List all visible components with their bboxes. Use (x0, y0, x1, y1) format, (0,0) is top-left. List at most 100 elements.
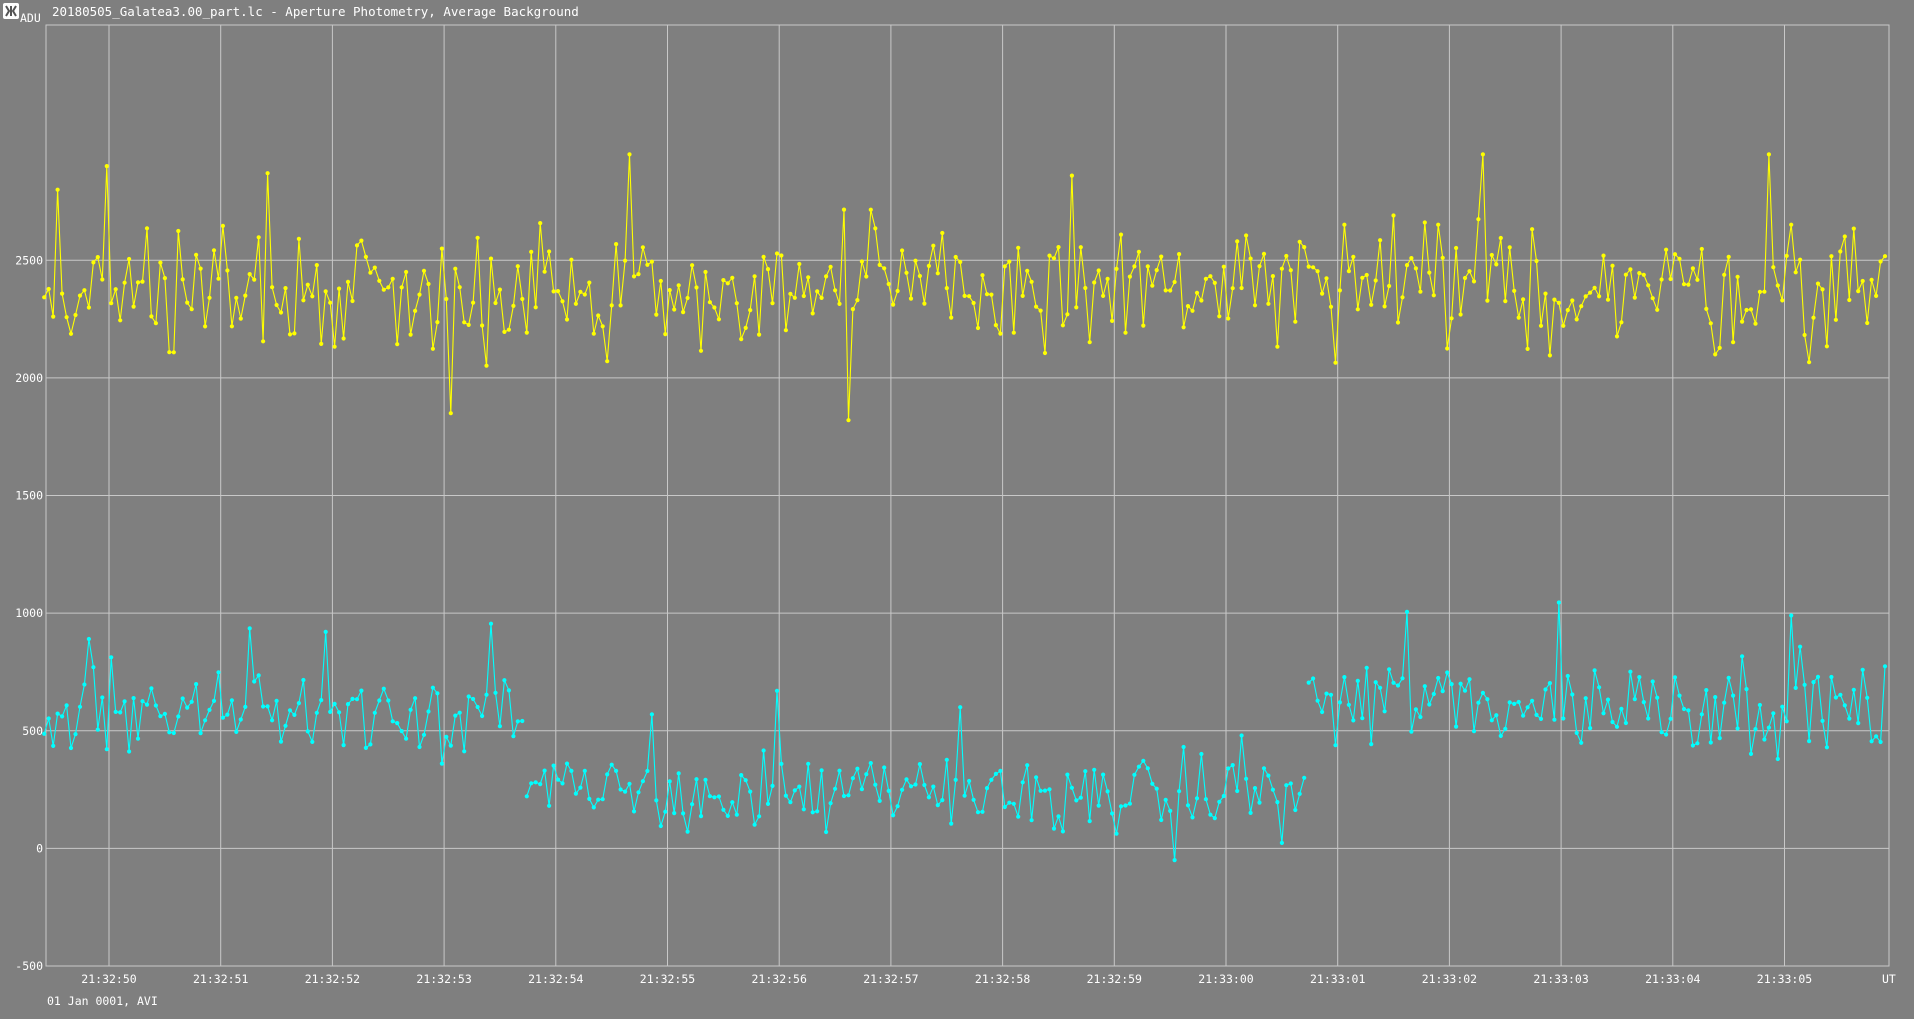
data-point (135, 280, 141, 285)
data-point (408, 332, 413, 337)
data-point (1543, 687, 1548, 692)
data-point (131, 304, 136, 309)
data-point (1395, 320, 1401, 325)
date-footer-label: 01 Jan 0001, AVI (47, 994, 158, 1008)
data-point (404, 269, 409, 275)
data-point (1574, 730, 1579, 736)
data-point (1677, 693, 1682, 698)
data-point (1114, 266, 1119, 271)
data-point (1748, 751, 1754, 757)
data-point (216, 670, 221, 675)
data-point (1874, 293, 1879, 298)
data-point (430, 346, 435, 351)
data-point (109, 655, 114, 660)
data-point (547, 803, 552, 808)
data-point (998, 331, 1003, 336)
data-point (1320, 709, 1325, 715)
data-point (1212, 816, 1217, 821)
data-point (1418, 714, 1423, 720)
data-point (1708, 740, 1713, 745)
data-point (953, 777, 958, 783)
data-point (627, 781, 632, 786)
data-point (171, 350, 176, 355)
data-point (1480, 690, 1485, 696)
series-2 (42, 600, 1888, 863)
data-point (703, 777, 708, 783)
data-point (1588, 726, 1593, 731)
data-point (734, 301, 739, 306)
data-point (466, 694, 471, 699)
data-point (1847, 297, 1852, 303)
data-point (439, 761, 444, 766)
data-point (91, 260, 96, 265)
data-point (596, 313, 601, 318)
data-point (448, 743, 453, 748)
data-point (1561, 323, 1566, 328)
data-point (198, 266, 203, 271)
data-point (627, 152, 632, 157)
data-point (1579, 304, 1584, 309)
data-point (1387, 283, 1392, 289)
data-point (1815, 674, 1821, 680)
data-point (1168, 808, 1173, 814)
data-point (1597, 294, 1602, 299)
data-point (1141, 758, 1146, 763)
data-point (971, 300, 976, 306)
data-point (82, 682, 87, 687)
data-point (1462, 275, 1468, 281)
data-point (949, 315, 954, 320)
data-point (220, 223, 225, 228)
data-point (609, 762, 614, 767)
data-point (1762, 289, 1767, 294)
data-point (332, 701, 337, 707)
data-point (488, 256, 494, 261)
data-point (1882, 664, 1888, 669)
data-point (703, 269, 708, 275)
data-point (1833, 695, 1838, 700)
data-point (685, 295, 690, 301)
data-point (278, 310, 284, 315)
data-point (587, 280, 592, 285)
data-point (158, 260, 163, 265)
data-point (243, 704, 248, 710)
data-point (967, 294, 972, 299)
data-point (1226, 316, 1231, 321)
data-point (448, 411, 453, 416)
data-point (296, 701, 301, 706)
data-point (256, 673, 261, 678)
data-point (1145, 264, 1150, 269)
data-point (895, 288, 900, 294)
data-point (372, 710, 377, 715)
data-point (1467, 269, 1472, 274)
data-point (1592, 668, 1597, 673)
data-point (1279, 266, 1284, 271)
data-point (730, 275, 735, 280)
data-point (1668, 276, 1673, 282)
data-point (1373, 680, 1378, 685)
data-point (480, 323, 485, 328)
data-point (252, 679, 257, 684)
data-point (368, 270, 373, 275)
data-point (1087, 340, 1092, 345)
data-point (1409, 256, 1414, 261)
data-point (1190, 308, 1195, 313)
data-point (1337, 288, 1342, 293)
data-point (1552, 717, 1557, 722)
data-point (1664, 732, 1669, 737)
data-point (1646, 716, 1651, 721)
data-point (752, 274, 757, 279)
data-point (86, 305, 91, 310)
data-point (1552, 297, 1557, 302)
data-point (1771, 711, 1776, 716)
data-point (716, 317, 722, 322)
data-point (1561, 716, 1566, 721)
data-point (1177, 789, 1182, 794)
data-point (1387, 667, 1392, 672)
data-point (1592, 285, 1597, 290)
data-point (1110, 318, 1115, 323)
data-point (167, 350, 172, 355)
data-point (345, 702, 351, 707)
data-point (1780, 298, 1785, 303)
data-point (1431, 691, 1436, 697)
data-point (350, 696, 355, 702)
